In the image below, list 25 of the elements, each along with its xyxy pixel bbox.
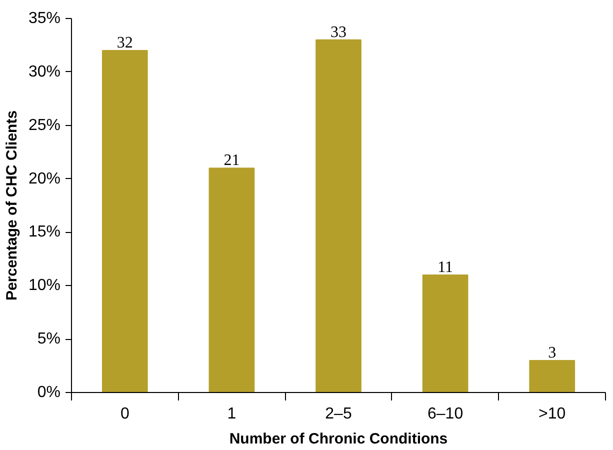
bar: [422, 274, 468, 392]
data-label: 33: [330, 24, 346, 41]
data-label: 3: [548, 344, 556, 362]
y-tick-label: 0%: [37, 384, 60, 401]
x-axis-title: Number of Chronic Conditions: [229, 430, 448, 448]
x-tick-label: 6–10: [428, 406, 464, 422]
data-label: 32: [116, 34, 133, 52]
bar: [529, 360, 576, 392]
data-label: 11: [438, 258, 454, 276]
y-axis-title: Percentage of CHC Clients: [3, 110, 20, 301]
y-tick-label: 5%: [37, 330, 60, 348]
bar: [208, 168, 255, 392]
bar: [102, 50, 148, 392]
y-tick-label: 25%: [28, 116, 61, 134]
x-tick-label: 1: [227, 406, 236, 422]
y-tick-label: 35%: [28, 10, 61, 27]
x-tick-label: 2–5: [325, 406, 352, 422]
y-tick-label: 30%: [28, 63, 61, 80]
y-tick-label: 15%: [28, 224, 61, 241]
bar: [316, 39, 362, 392]
x-tick-label: >10: [538, 406, 566, 422]
x-tick-label: 0: [120, 406, 130, 422]
y-tick-label: 10%: [28, 277, 61, 294]
y-tick-label: 20%: [28, 170, 61, 188]
data-label: 21: [224, 152, 240, 170]
